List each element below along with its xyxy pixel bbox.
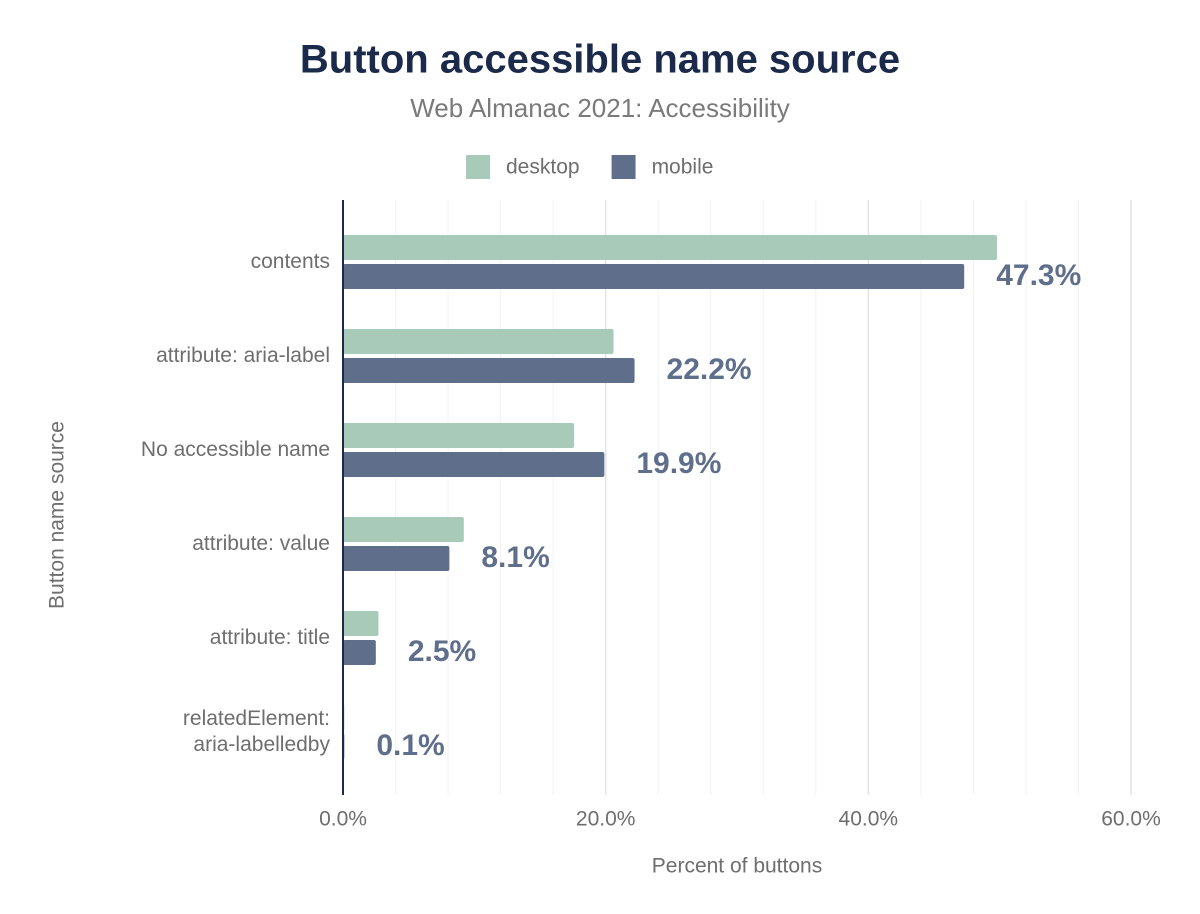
bar [343, 546, 450, 571]
bar [343, 517, 464, 542]
bar [343, 452, 605, 477]
bar [343, 329, 614, 354]
bar [343, 358, 635, 383]
data-label: 47.3% [996, 259, 1081, 292]
bar [343, 235, 998, 260]
y-axis-title: Button name source [46, 421, 69, 609]
data-label: 8.1% [481, 541, 549, 574]
y-tick-label: attribute: aria-label [156, 344, 330, 367]
legend-label: desktop [506, 156, 580, 179]
bar [343, 611, 379, 636]
y-tick-label: attribute: title [209, 626, 330, 649]
bar [343, 264, 965, 289]
y-tick-label: relatedElement: aria-labelledby [182, 707, 330, 756]
y-tick-label: No accessible name [140, 438, 330, 461]
data-label: 2.5% [408, 635, 476, 668]
x-tick-label: 20.0% [576, 808, 636, 831]
bar [343, 640, 376, 665]
x-tick-label: 0.0% [319, 808, 367, 831]
bar [343, 423, 575, 448]
data-label: 22.2% [667, 353, 752, 386]
chart-subtitle: Web Almanac 2021: Accessibility [410, 93, 790, 123]
x-axis-title: Percent of buttons [652, 855, 822, 878]
data-label: 19.9% [636, 447, 721, 480]
data-label: 0.1% [376, 729, 444, 762]
chart-title: Button accessible name source [300, 38, 900, 82]
legend-swatch [466, 155, 490, 179]
y-tick-label: contents [250, 250, 330, 273]
legend-swatch [611, 155, 636, 179]
legend-label: mobile [652, 156, 714, 179]
y-tick-label: attribute: value [192, 532, 330, 555]
x-tick-label: 60.0% [1101, 808, 1161, 831]
x-tick-label: 40.0% [839, 808, 899, 831]
